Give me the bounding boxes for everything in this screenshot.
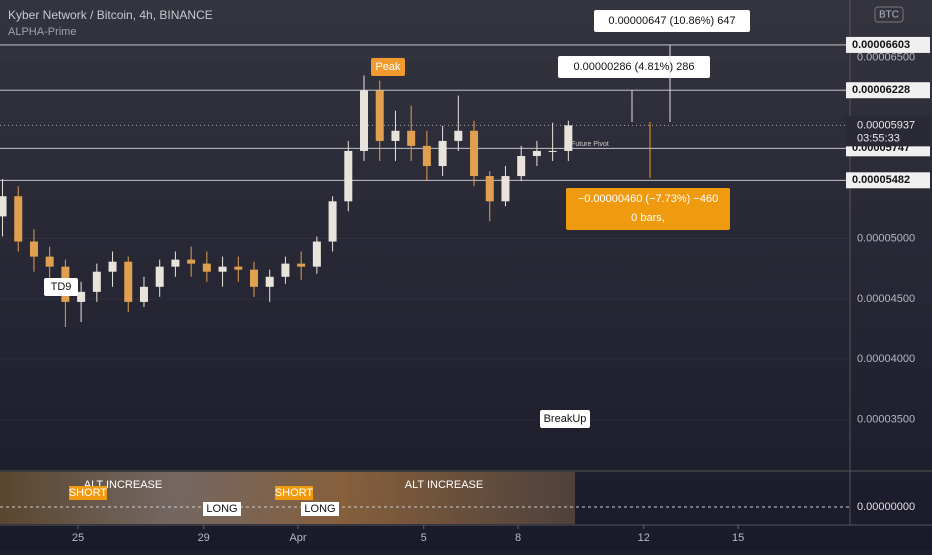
- indicator-zero-label: 0.00000000: [857, 501, 915, 513]
- candle-body: [391, 130, 400, 141]
- candle-body: [108, 261, 117, 272]
- indicator-label: SHORT: [275, 487, 314, 499]
- annotation: BreakUp: [544, 413, 587, 425]
- y-tick-label: 0.00004000: [857, 353, 915, 365]
- currency: BTC: [879, 10, 899, 21]
- level-label: 0.00006228: [852, 84, 910, 96]
- candle-body: [139, 286, 148, 302]
- candle-body: [29, 241, 38, 257]
- indicator-label: LONG: [206, 503, 237, 515]
- x-tick-label: 5: [421, 532, 427, 544]
- candle-body: [281, 263, 290, 277]
- level-label: 0.00005482: [852, 174, 910, 186]
- annotation: Future Pivot: [571, 141, 609, 148]
- candle-body: [45, 256, 54, 267]
- candle-body: [548, 150, 557, 152]
- measure-text: 0 bars,: [631, 212, 665, 224]
- measure-text: 0.00000647 (10.86%) 647: [608, 15, 735, 27]
- indicator-label-box: [301, 502, 339, 516]
- measure-text: 0.00000286 (4.81%) 286: [573, 61, 694, 73]
- indicator-label: LONG: [304, 503, 335, 515]
- indicator-label-box: [69, 486, 107, 500]
- candle-body: [328, 201, 337, 242]
- candle-body: [14, 196, 23, 242]
- candle-body: [438, 140, 447, 167]
- countdown: 03:55:33: [857, 132, 900, 144]
- candle-body: [344, 150, 353, 202]
- x-tick-label: 25: [72, 532, 84, 544]
- last-price-label: 0.00005937: [857, 119, 915, 131]
- indicator-name: ALPHA-Prime: [8, 26, 76, 38]
- candle-body: [564, 125, 573, 151]
- measure-box-down: [566, 188, 730, 230]
- candle-body: [454, 130, 463, 141]
- x-tick-label: 29: [198, 532, 210, 544]
- candle-body: [0, 196, 7, 217]
- candle-body: [124, 261, 133, 302]
- candle-body: [422, 145, 431, 167]
- y-tick-label: 0.00004500: [857, 293, 915, 305]
- measure-box: [594, 10, 750, 32]
- candle-body: [485, 176, 494, 202]
- candle-body: [517, 156, 526, 177]
- chart-title: Kyber Network / Bitcoin, 4h, BINANCE: [8, 8, 213, 22]
- x-tick-label: 8: [515, 532, 521, 544]
- indicator-label: SHORT: [69, 487, 108, 499]
- annotation-box: [540, 410, 590, 428]
- candle-body: [265, 276, 274, 287]
- candle-body: [297, 263, 306, 267]
- level-label: 0.00006603: [852, 39, 910, 51]
- candle-body: [312, 241, 321, 267]
- candle-body: [187, 259, 196, 264]
- level-label-box: [846, 82, 930, 99]
- measure-box: [558, 56, 710, 78]
- x-tick-label: Apr: [289, 532, 306, 544]
- annotation-box: [371, 58, 405, 76]
- candle-body: [77, 291, 86, 302]
- candle-body: [501, 176, 510, 202]
- y-tick-label: 0.00006500: [857, 51, 915, 63]
- y-tick-label: 0.00003500: [857, 414, 915, 426]
- annotation: TD9: [51, 281, 72, 293]
- candle-body: [249, 269, 258, 287]
- indicator-label: ALT INCREASE: [405, 479, 483, 491]
- y-tick-label: 0.00005000: [857, 232, 915, 244]
- candle-body: [360, 90, 369, 151]
- measure-text: −0.00000460 (−7.73%) −460: [578, 193, 718, 205]
- x-tick-label: 12: [638, 532, 650, 544]
- level-label-box: [846, 36, 930, 53]
- annotation: Peak: [375, 61, 401, 73]
- candle-body: [155, 266, 164, 287]
- x-tick-label: 15: [732, 532, 744, 544]
- candle-body: [171, 259, 180, 267]
- last-price-box: [846, 116, 930, 147]
- annotation-box: [44, 278, 78, 296]
- candle-body: [532, 150, 541, 157]
- candle-body: [202, 263, 211, 272]
- candle-body: [470, 130, 479, 177]
- candle-body: [92, 271, 101, 292]
- indicator-label-box: [275, 486, 313, 500]
- candle-body: [407, 130, 416, 146]
- candle-body: [218, 266, 227, 272]
- candle-body: [375, 90, 384, 141]
- indicator-label-box: [203, 502, 241, 516]
- candle-body: [234, 266, 243, 270]
- level-label-box: [846, 172, 930, 189]
- currency-badge[interactable]: [874, 6, 904, 23]
